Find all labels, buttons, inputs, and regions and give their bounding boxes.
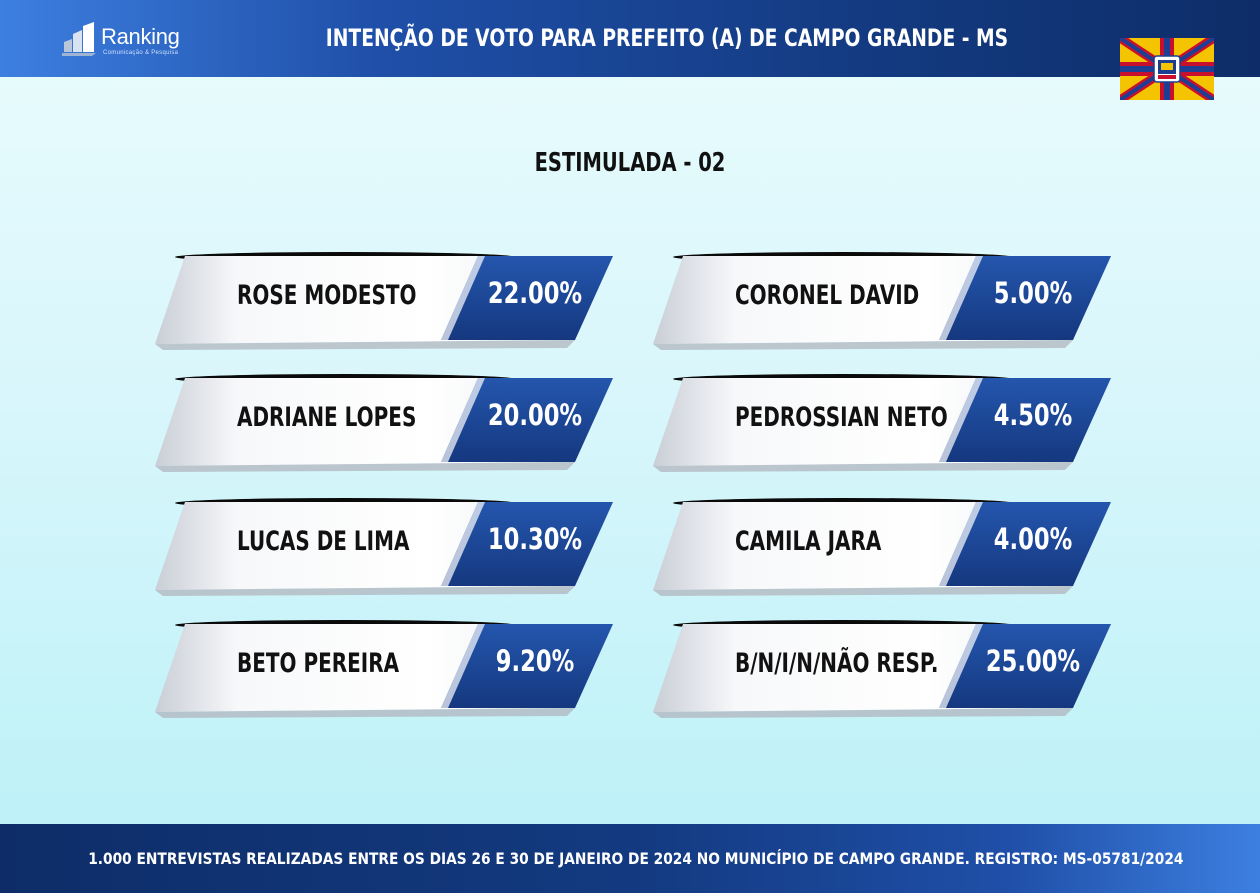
candidate-percentage: 9.20%: [495, 644, 575, 678]
candidate-card: B/N/I/N/NÃO RESP. 25.00%: [653, 618, 1113, 718]
candidate-card: ADRIANE LOPES 20.00%: [155, 372, 615, 472]
candidate-percentage: 4.50%: [993, 398, 1073, 432]
footer-text: 1.000 ENTREVISTAS REALIZADAS ENTRE OS DI…: [88, 849, 1184, 868]
candidate-name: BETO PEREIRA: [237, 648, 400, 679]
candidate-name: B/N/I/N/NÃO RESP.: [735, 648, 939, 679]
candidate-percentage: 22.00%: [487, 276, 583, 310]
ranking-logo: Ranking Comunicação & Pesquisa: [62, 20, 202, 60]
ranking-logo-icon: [62, 22, 96, 56]
chart-subtitle: ESTIMULADA - 02: [534, 148, 726, 178]
campo-grande-flag-icon: [1120, 38, 1214, 100]
candidate-name: CAMILA JARA: [735, 526, 882, 557]
candidate-percentage: 4.00%: [993, 522, 1073, 556]
candidate-name: PEDROSSIAN NETO: [735, 402, 948, 433]
footer-bar: 1.000 ENTREVISTAS REALIZADAS ENTRE OS DI…: [0, 824, 1260, 893]
page-title: INTENÇÃO DE VOTO PARA PREFEITO (A) DE CA…: [325, 24, 1009, 52]
logo-text: Ranking: [101, 24, 180, 49]
candidate-name: CORONEL DAVID: [735, 280, 920, 311]
candidate-card: LUCAS DE LIMA 10.30%: [155, 496, 615, 596]
header-bar: Ranking Comunicação & Pesquisa INTENÇÃO …: [0, 0, 1260, 77]
candidate-percentage: 20.00%: [487, 398, 583, 432]
candidate-percentage: 25.00%: [985, 644, 1081, 678]
candidate-card: PEDROSSIAN NETO 4.50%: [653, 372, 1113, 472]
candidate-name: ADRIANE LOPES: [237, 402, 417, 433]
candidate-card: ROSE MODESTO 22.00%: [155, 250, 615, 350]
candidate-card: CORONEL DAVID 5.00%: [653, 250, 1113, 350]
candidate-name: LUCAS DE LIMA: [237, 526, 410, 557]
candidate-card: BETO PEREIRA 9.20%: [155, 618, 615, 718]
logo-subtext: Comunicação & Pesquisa: [103, 50, 179, 56]
candidate-percentage: 5.00%: [993, 276, 1073, 310]
candidate-percentage: 10.30%: [487, 522, 583, 556]
candidate-name: ROSE MODESTO: [237, 280, 417, 311]
candidate-card: CAMILA JARA 4.00%: [653, 496, 1113, 596]
